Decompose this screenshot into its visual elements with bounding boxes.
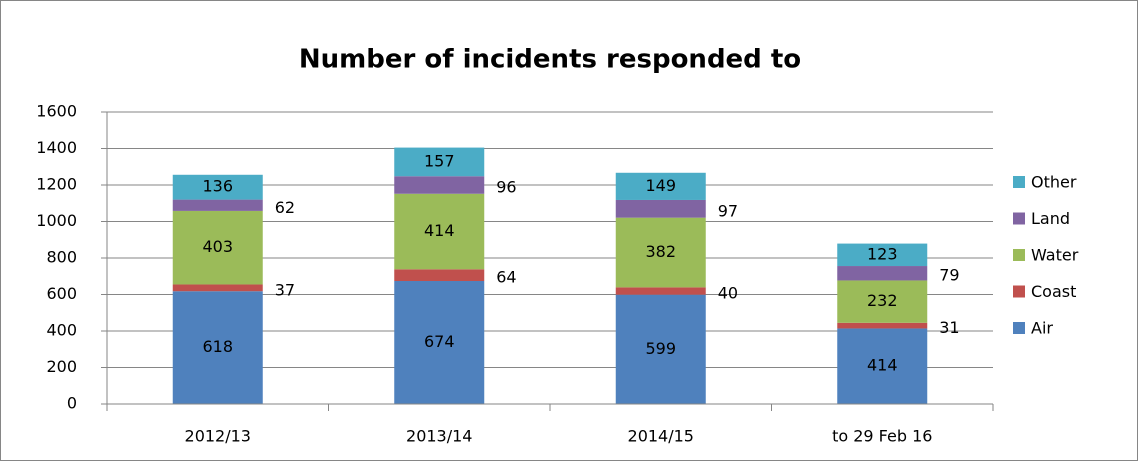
y-tick-label: 1200 bbox=[36, 175, 77, 194]
y-tick-label: 1000 bbox=[36, 211, 77, 230]
legend-swatch bbox=[1013, 322, 1025, 334]
y-tick-label: 400 bbox=[46, 321, 77, 340]
legend-swatch bbox=[1013, 249, 1025, 261]
data-label: 62 bbox=[275, 198, 295, 217]
bar-segment bbox=[615, 287, 706, 295]
x-tick-label: 2014/15 bbox=[628, 427, 694, 446]
bar-segment bbox=[615, 199, 706, 218]
bar-segment bbox=[615, 294, 706, 404]
x-tick-label: 2012/13 bbox=[185, 427, 251, 446]
legend-label: Coast bbox=[1031, 282, 1076, 301]
bar-segment bbox=[394, 176, 485, 194]
data-label: 157 bbox=[424, 151, 455, 170]
data-label: 37 bbox=[275, 280, 295, 299]
data-label: 618 bbox=[202, 337, 233, 356]
data-label: 232 bbox=[867, 291, 898, 310]
data-label: 64 bbox=[496, 268, 516, 287]
y-tick-label: 200 bbox=[46, 357, 77, 376]
bar-segment bbox=[837, 266, 928, 281]
bar-segment bbox=[394, 269, 485, 281]
data-label: 414 bbox=[867, 356, 898, 375]
bar-segment bbox=[615, 172, 706, 200]
data-label: 123 bbox=[867, 244, 898, 263]
bar-segment bbox=[172, 199, 263, 211]
data-label: 97 bbox=[718, 201, 738, 220]
bar-segment bbox=[172, 291, 263, 404]
bar-segment bbox=[172, 174, 263, 200]
x-tick-label: to 29 Feb 16 bbox=[832, 427, 932, 446]
y-tick-label: 0 bbox=[67, 394, 77, 413]
legend-label: Water bbox=[1031, 246, 1079, 265]
bar-segment bbox=[172, 210, 263, 285]
data-label: 403 bbox=[202, 237, 233, 256]
data-label: 674 bbox=[424, 332, 455, 351]
legend-swatch bbox=[1013, 212, 1025, 225]
data-label: 79 bbox=[939, 266, 959, 285]
legend-label: Air bbox=[1031, 319, 1053, 338]
bar-segment bbox=[837, 322, 928, 329]
bar-segment bbox=[394, 193, 485, 270]
legend-label: Land bbox=[1031, 209, 1070, 228]
bar-segment bbox=[394, 147, 485, 177]
data-label: 40 bbox=[718, 284, 738, 303]
x-tick-label: 2013/14 bbox=[406, 427, 472, 446]
data-label: 31 bbox=[939, 318, 959, 337]
legend-swatch bbox=[1013, 285, 1025, 298]
chart-title: Number of incidents responded to bbox=[299, 45, 801, 75]
data-label: 149 bbox=[645, 176, 676, 195]
bar-segment bbox=[394, 280, 485, 404]
data-label: 382 bbox=[645, 242, 676, 261]
legend-swatch bbox=[1013, 176, 1025, 188]
data-label: 96 bbox=[496, 178, 516, 197]
legend-label: Other bbox=[1031, 173, 1077, 192]
bar-segment bbox=[837, 328, 928, 404]
bar-segment bbox=[172, 284, 263, 292]
y-tick-label: 600 bbox=[46, 284, 77, 303]
y-tick-label: 1400 bbox=[36, 138, 77, 157]
y-tick-label: 800 bbox=[46, 248, 77, 267]
data-label: 414 bbox=[424, 221, 455, 240]
data-label: 136 bbox=[202, 177, 233, 196]
bar-segment bbox=[837, 280, 928, 323]
bar-segment bbox=[615, 217, 706, 288]
bar-segment bbox=[837, 243, 928, 267]
data-label: 599 bbox=[645, 339, 676, 358]
y-tick-label: 1600 bbox=[36, 102, 77, 121]
